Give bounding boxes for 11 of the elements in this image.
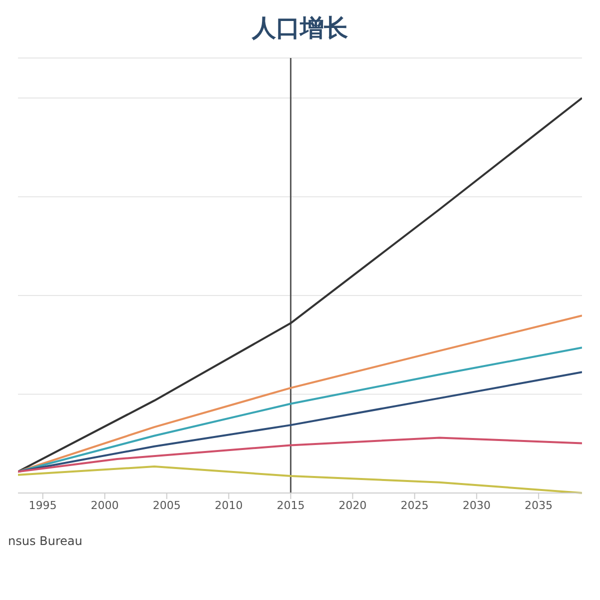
text: nsus Bureau <box>8 534 84 548</box>
chart-title: 人口增长 <box>250 13 349 44</box>
x-tick-label: 2030 <box>462 498 491 512</box>
x-tick-label: 2010 <box>214 498 243 512</box>
x-tick-label: 2015 <box>276 498 305 512</box>
x-tick-label: 2000 <box>90 498 119 512</box>
x-tick-label: 2005 <box>152 498 181 512</box>
x-tick-label: 2025 <box>400 498 429 512</box>
x-tick-label: 2020 <box>338 498 367 512</box>
x-tick-label: 2035 <box>524 498 553 512</box>
x-tick-label: 1995 <box>28 498 57 512</box>
